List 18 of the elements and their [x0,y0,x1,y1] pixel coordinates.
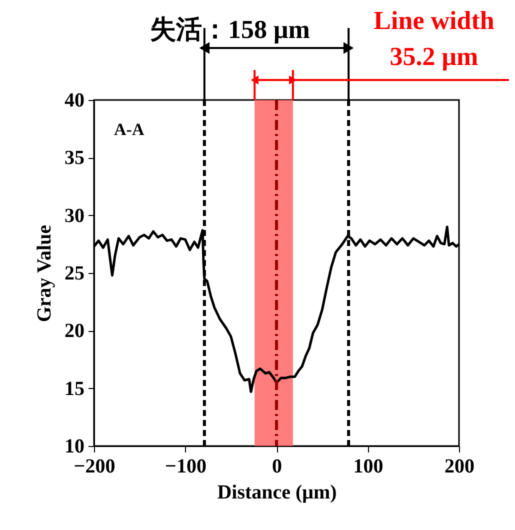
y-tick-label: 30 [64,204,84,227]
x-tick-label: 0 [272,456,282,478]
annotation: A-A [114,120,145,139]
y-axis-title: Gray Value [34,224,56,322]
x-tick-label: 200 [444,456,474,478]
y-tick-label: 35 [64,147,84,170]
x-tick-label: −200 [74,456,116,478]
text: 35.2 μm [390,42,479,71]
x-tick-label: −100 [165,456,206,478]
y-tick-label: 15 [64,378,84,400]
text: 失活：158 μm [150,15,310,44]
y-tick-label: 20 [64,320,84,342]
x-axis-title: Distance (μm) [217,482,337,504]
y-tick-label: 10 [64,436,84,458]
x-tick-label: 100 [353,456,384,478]
text: Line width [374,6,495,35]
y-tick-label: 25 [64,262,84,284]
y-tick-label: 40 [64,90,84,112]
